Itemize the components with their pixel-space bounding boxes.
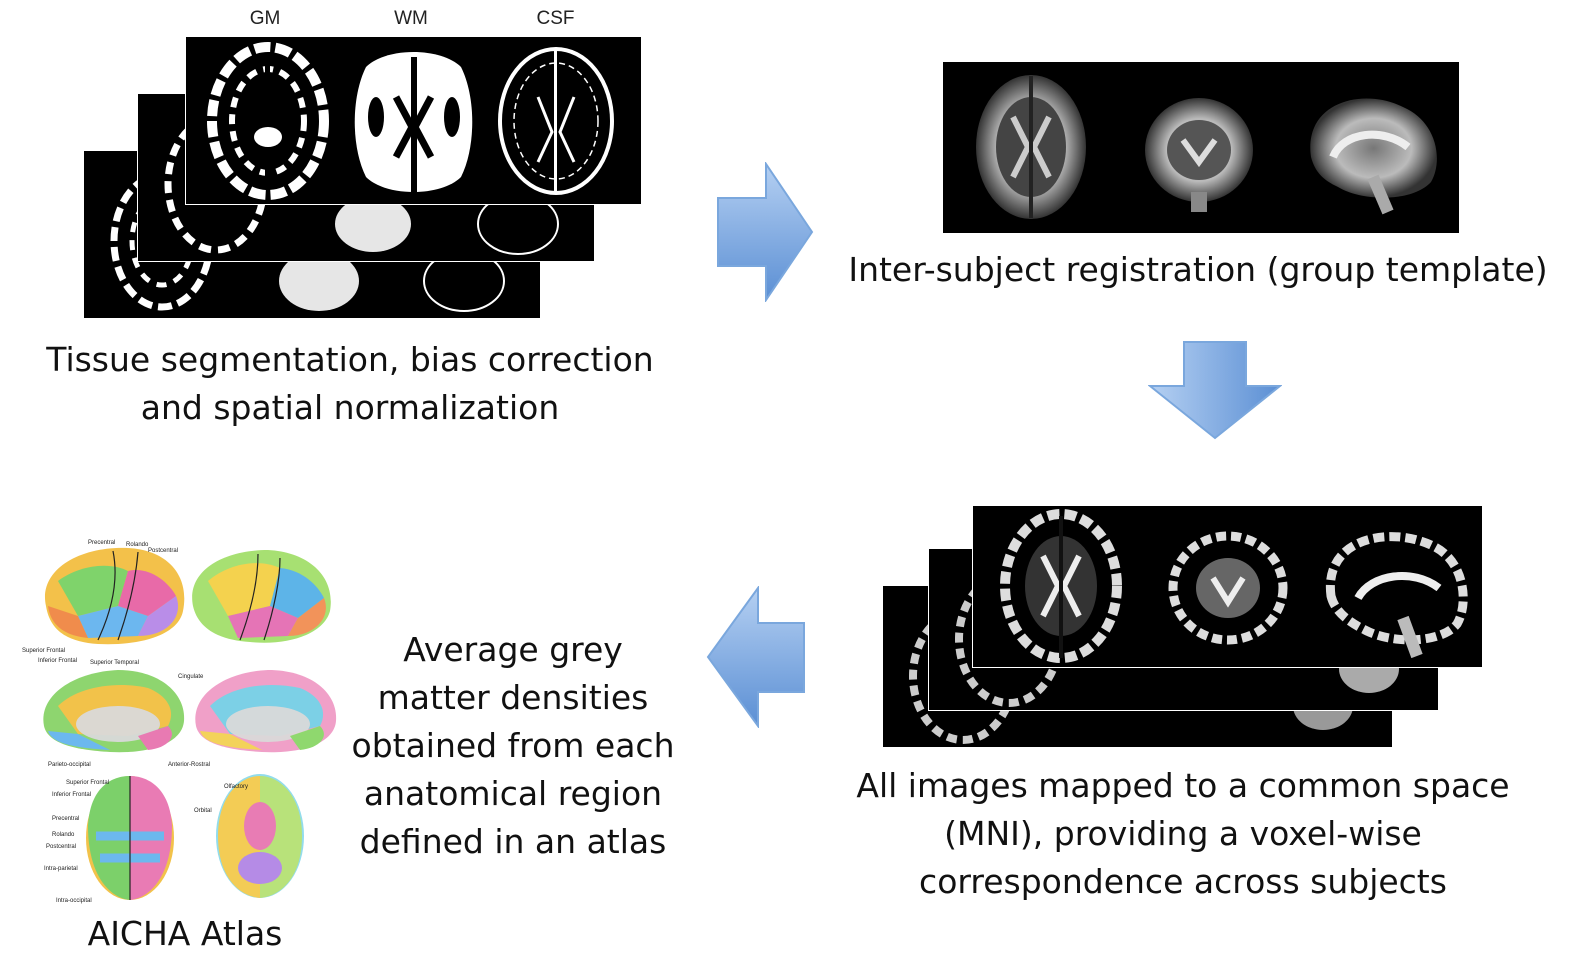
mapped-caption-line-3: correspondence across subjects bbox=[919, 862, 1447, 901]
csf-brain-slice bbox=[498, 47, 614, 195]
gm-header: GM bbox=[249, 8, 281, 29]
average-caption-line-2: matter densities bbox=[377, 678, 649, 717]
template-coronal-slice bbox=[1145, 98, 1253, 212]
segmentation-caption-line-2: and spatial normalization bbox=[140, 388, 560, 427]
mapped-caption-line-1: All images mapped to a common space bbox=[856, 766, 1510, 805]
segmentation-slice-front bbox=[185, 36, 642, 205]
wm-brain-slice bbox=[354, 52, 473, 192]
label-inferior-frontal-top: Inferior Frontal bbox=[52, 792, 91, 798]
average-caption-line-3: obtained from each bbox=[351, 726, 675, 765]
mapped-coronal-slice bbox=[1168, 531, 1288, 645]
average-caption-line-5: defined in an atlas bbox=[359, 822, 667, 861]
label-postcentral: Postcentral bbox=[148, 548, 178, 554]
template-axial-slice bbox=[976, 75, 1086, 219]
atlas-medial-left bbox=[43, 670, 185, 753]
average-caption: Average grey matter densities obtained f… bbox=[340, 626, 686, 866]
label-superior-temporal: Superior Temporal bbox=[90, 660, 139, 666]
label-precentral: Precentral bbox=[88, 540, 115, 546]
average-caption-line-4: anatomical region bbox=[363, 774, 663, 813]
label-superior-frontal-top: Superior Frontal bbox=[66, 780, 109, 786]
atlas-figure: Precentral Rolando Postcentral Superior … bbox=[18, 536, 348, 916]
label-rolando-top: Rolando bbox=[126, 542, 149, 548]
label-precentral-top: Precentral bbox=[52, 816, 79, 822]
atlas-lateral-right bbox=[192, 550, 331, 643]
label-anterior-rostral: Anterior-Rostral bbox=[168, 762, 210, 768]
atlas-lateral-left bbox=[44, 547, 185, 645]
mapped-caption-line-2: (MNI), providing a voxel-wise bbox=[944, 814, 1422, 853]
group-template-panel bbox=[943, 62, 1459, 233]
label-cingulate: Cingulate bbox=[178, 674, 204, 680]
mapped-slice-front bbox=[972, 505, 1483, 668]
segmentation-caption-line-1: Tissue segmentation, bias correction bbox=[46, 340, 654, 379]
wm-header: WM bbox=[394, 8, 428, 29]
label-postcentral-left: Postcentral bbox=[46, 844, 76, 850]
template-sagittal-slice bbox=[1310, 98, 1437, 215]
atlas-bottom-view bbox=[216, 774, 304, 898]
mapped-axial-slice bbox=[1000, 509, 1122, 663]
csf-header: CSF bbox=[536, 8, 575, 29]
mapped-caption: All images mapped to a common space (MNI… bbox=[830, 762, 1536, 906]
gm-brain-slice bbox=[207, 42, 329, 200]
label-superior-frontal-lat: Superior Frontal bbox=[22, 648, 65, 654]
label-intra-occipital: Intra-occipital bbox=[56, 898, 92, 904]
label-olfactory: Olfactory bbox=[224, 784, 248, 790]
label-inferior-frontal-lat: Inferior Frontal bbox=[38, 658, 77, 664]
mapped-sagittal-slice bbox=[1325, 532, 1468, 659]
label-intra-parietal: Intra-parietal bbox=[44, 866, 78, 872]
label-parieto-occipital: Parieto-occipital bbox=[48, 762, 91, 768]
label-rolando-left: Rolando bbox=[52, 832, 75, 838]
arrow-down-icon bbox=[1148, 340, 1282, 440]
segmentation-caption: Tissue segmentation, bias correction and… bbox=[20, 336, 680, 432]
arrow-left-icon bbox=[706, 586, 806, 728]
label-orbital: Orbital bbox=[194, 808, 212, 814]
atlas-top-view bbox=[86, 776, 174, 900]
atlas-medial-right bbox=[195, 670, 337, 753]
atlas-caption: AICHA Atlas bbox=[87, 914, 283, 953]
average-caption-line-1: Average grey bbox=[403, 630, 623, 669]
arrow-right-icon bbox=[716, 162, 816, 302]
template-caption: Inter-subject registration (group templa… bbox=[848, 250, 1548, 289]
